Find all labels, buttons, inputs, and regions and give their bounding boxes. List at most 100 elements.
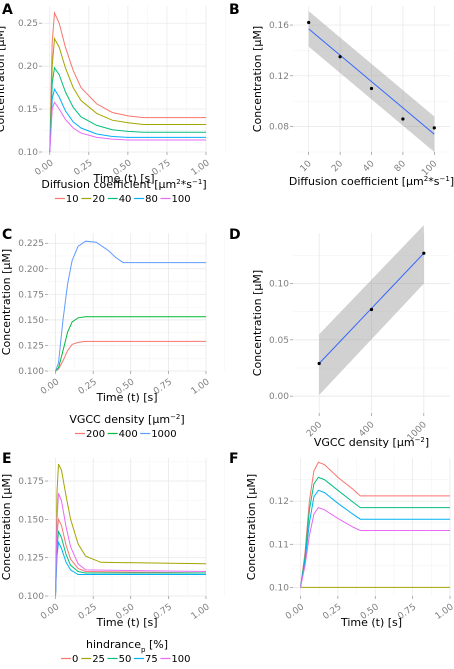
panel-a-plot-area — [42, 6, 206, 152]
y-tick-label: 0.100 — [18, 592, 44, 602]
legend-title: VGCC density [µm−2] — [69, 413, 184, 426]
legend-label-200: 200 — [86, 429, 105, 440]
series-line-50 — [300, 476, 450, 588]
series-line-400 — [55, 316, 206, 372]
x-tick-label: 20 — [330, 159, 345, 174]
x-tick-label: 40 — [361, 159, 376, 174]
x-tick-label: 1.00 — [190, 377, 212, 397]
legend-label-20: 20 — [92, 194, 105, 205]
x-tick-label: 0.00 — [33, 158, 55, 178]
x-axis-title: Time (t) [s] — [340, 616, 402, 629]
series-line-1000 — [55, 240, 206, 372]
series-line-100 — [300, 506, 450, 588]
legend-label-400: 400 — [119, 429, 138, 440]
legend-label-80: 80 — [145, 194, 158, 205]
data-point — [369, 307, 374, 312]
legend-label-10: 10 — [66, 194, 79, 205]
y-axis-title: Concentration [µM] — [0, 474, 13, 580]
data-point — [307, 20, 311, 25]
x-tick-label: 1.00 — [190, 158, 212, 178]
data-point — [432, 126, 436, 130]
legend-label-75: 75 — [145, 654, 158, 665]
x-axis-title: Diffusion coefficient [µm2*s−1] — [289, 175, 454, 188]
legend-label-0: 0 — [72, 654, 78, 665]
x-tick-label: 0.25 — [72, 158, 94, 178]
panel-e-plot-area — [48, 458, 206, 596]
legend-title: hindrancep [%] — [86, 638, 168, 654]
legend-title: Diffusion coefficient [µm2*s−1] — [41, 178, 206, 191]
series-line-100 — [55, 493, 207, 597]
panel-letter-e: E — [2, 451, 12, 467]
x-tick-label: 0.00 — [284, 602, 306, 622]
legend-label-1000: 1000 — [151, 429, 176, 440]
series-line-40 — [49, 66, 206, 153]
x-tick-label: 80 — [393, 159, 408, 174]
y-tick-label: 0.25 — [18, 19, 38, 29]
y-tick-label: 0.150 — [18, 515, 44, 525]
y-axis-title: Concentration [µM] — [0, 249, 13, 355]
y-tick-label: 0.150 — [18, 316, 44, 326]
x-axis-title: Time (t) [s] — [92, 172, 154, 185]
y-tick-label: 0.11 — [269, 540, 289, 550]
legend-label-25: 25 — [92, 654, 105, 665]
y-tick-label: 0.100 — [18, 367, 44, 377]
y-axis-title: Concentration [µM] — [251, 26, 264, 132]
series-line-25 — [55, 463, 207, 597]
legend-label-100: 100 — [171, 654, 190, 665]
y-tick-label: 0.225 — [18, 239, 44, 249]
y-tick-label: 0.175 — [18, 477, 44, 487]
panel-c-plot-area — [48, 233, 206, 371]
series-line-0 — [55, 517, 207, 597]
y-axis-title: Concentration [µM] — [0, 26, 7, 132]
series-line-75 — [300, 489, 450, 588]
y-tick-label: 0.10 — [269, 583, 289, 593]
series-line-80 — [49, 88, 206, 153]
data-point — [369, 86, 374, 91]
series-line-20 — [49, 36, 206, 153]
y-tick-label: 0.05 — [269, 336, 289, 346]
x-tick-label: 1.00 — [434, 602, 454, 622]
x-tick-label: 1.00 — [190, 602, 212, 622]
y-tick-label: 0.200 — [18, 265, 44, 275]
y-tick-label: 0.10 — [269, 280, 289, 290]
x-tick-label: 0.00 — [39, 377, 61, 397]
y-tick-label: 0.175 — [18, 290, 44, 300]
y-tick-label: 0.12 — [269, 72, 289, 82]
series-line-0 — [300, 461, 450, 588]
x-tick-label: 10 — [299, 159, 314, 174]
fit-line — [308, 28, 435, 135]
panel-letter-d: D — [229, 227, 241, 243]
panel-f-plot-area — [293, 458, 450, 596]
panel-a: 0.100.150.200.250.00 0.25 0.50 0.75 1.00Time… — [0, 6, 226, 205]
y-tick-label: 0.15 — [18, 105, 38, 115]
x-tick-label: 0.00 — [39, 602, 61, 622]
y-tick-label: 0.10 — [18, 148, 38, 158]
series-line-100 — [49, 101, 206, 153]
y-tick-label: 0.20 — [18, 62, 38, 72]
panel-letter-b: B — [229, 2, 240, 18]
x-axis-title: VGCC density [µm−2] — [314, 436, 429, 449]
y-tick-label: 0.00 — [269, 392, 289, 402]
x-axis-title: Time (t) [s] — [95, 616, 157, 629]
data-point — [317, 361, 321, 366]
series-line-75 — [55, 540, 206, 597]
y-axis-title: Concentration [µM] — [245, 474, 258, 580]
series-line-10 — [49, 10, 206, 153]
legend-label-100: 100 — [172, 194, 191, 205]
data-point — [338, 55, 342, 59]
y-tick-label: 0.125 — [18, 554, 44, 564]
x-axis-title: Time (t) [s] — [95, 391, 157, 404]
data-point — [422, 251, 426, 255]
y-tick-label: 0.125 — [18, 341, 44, 351]
y-tick-label: 0.08 — [269, 123, 289, 133]
y-tick-label: 0.16 — [269, 21, 289, 31]
y-axis-title: Concentration [µM] — [251, 270, 264, 376]
panel-letter-a: A — [2, 2, 13, 18]
panel-letter-f: F — [229, 451, 239, 467]
